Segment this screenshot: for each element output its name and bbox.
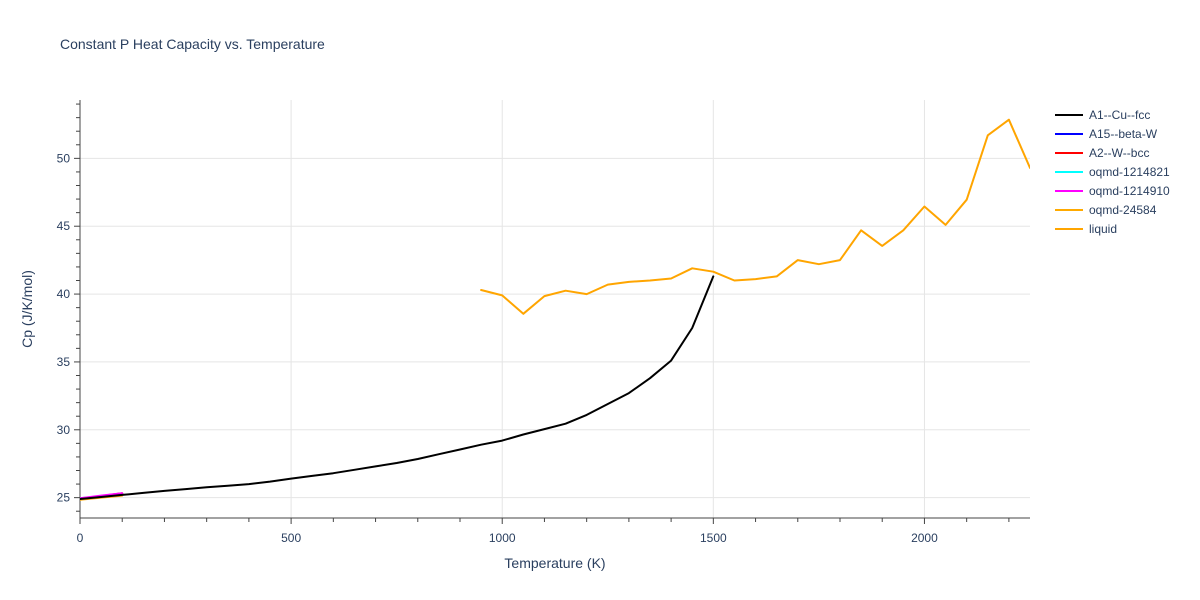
y-tick-label: 50 [57, 151, 71, 165]
series-lines [80, 118, 1030, 501]
legend-item[interactable]: oqmd-1214821 [1055, 165, 1170, 179]
x-tick-label: 500 [281, 531, 301, 545]
y-tick-label: 30 [57, 423, 71, 437]
legend-item[interactable]: oqmd-1214910 [1055, 184, 1170, 198]
x-tick-label: 2000 [911, 531, 938, 545]
legend-label: oqmd-24584 [1089, 203, 1157, 217]
grid-lines [80, 100, 1030, 518]
x-tick-label: 1000 [489, 531, 516, 545]
legend-label: A1--Cu--fcc [1089, 108, 1150, 122]
legend-label: oqmd-1214910 [1089, 184, 1170, 198]
y-axis-title: Cp (J/K/mol) [19, 270, 35, 348]
legend-item[interactable]: A2--W--bcc [1055, 146, 1149, 160]
x-tick-labels: 0 500 1000 1500 2000 [77, 531, 938, 545]
legend-item[interactable]: A1--Cu--fcc [1055, 108, 1150, 122]
y-tick-label: 45 [57, 219, 71, 233]
x-tick-label: 0 [77, 531, 84, 545]
y-tick-label: 35 [57, 355, 71, 369]
legend-item[interactable]: liquid [1055, 222, 1117, 236]
y-tick-label: 25 [57, 491, 71, 505]
series-clip-group [80, 118, 1030, 501]
y-tick-label: 40 [57, 287, 71, 301]
x-tick-label: 1500 [700, 531, 727, 545]
legend-item[interactable]: oqmd-24584 [1055, 203, 1157, 217]
legend-label: A2--W--bcc [1089, 146, 1149, 160]
series-line-liquid [480, 118, 1030, 315]
axes [74, 100, 1030, 524]
y-tick-labels: 25 30 35 40 45 50 [57, 151, 71, 504]
legend-label: A15--beta-W [1089, 127, 1158, 141]
legend-label: oqmd-1214821 [1089, 165, 1170, 179]
legend-item[interactable]: A15--beta-W [1055, 127, 1158, 141]
legend-label: liquid [1089, 222, 1117, 236]
legend[interactable]: A1--Cu--fcc A15--beta-W A2--W--bcc oqmd-121… [1055, 108, 1170, 236]
series-line-a1-cu-fcc [80, 275, 715, 500]
chart-title: Constant P Heat Capacity vs. Temperature [60, 36, 325, 52]
x-axis-title: Temperature (K) [504, 555, 605, 571]
